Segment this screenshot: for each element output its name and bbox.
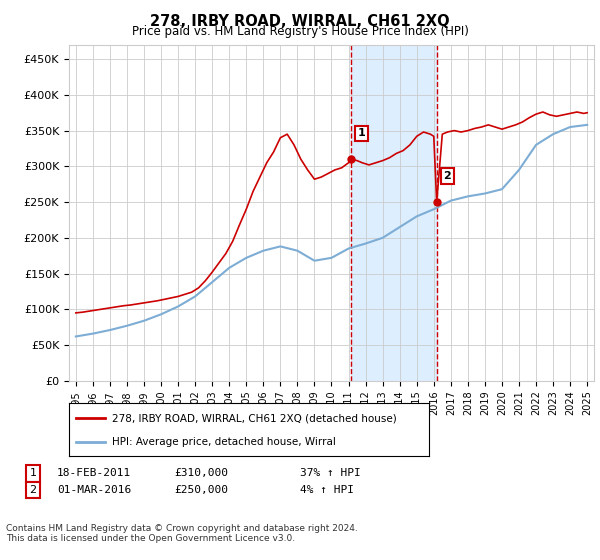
Text: 18-FEB-2011: 18-FEB-2011 [57, 468, 131, 478]
Text: 278, IRBY ROAD, WIRRAL, CH61 2XQ: 278, IRBY ROAD, WIRRAL, CH61 2XQ [150, 14, 450, 29]
Text: HPI: Average price, detached house, Wirral: HPI: Average price, detached house, Wirr… [112, 436, 336, 446]
Text: Contains HM Land Registry data © Crown copyright and database right 2024.
This d: Contains HM Land Registry data © Crown c… [6, 524, 358, 543]
Text: 2: 2 [29, 485, 37, 495]
Bar [350, 45, 437, 381]
Text: 2: 2 [443, 171, 451, 181]
Text: £310,000: £310,000 [174, 468, 228, 478]
Text: 4% ↑ HPI: 4% ↑ HPI [300, 485, 354, 495]
Text: 1: 1 [358, 128, 365, 138]
Text: £250,000: £250,000 [174, 485, 228, 495]
Text: 37% ↑ HPI: 37% ↑ HPI [300, 468, 361, 478]
Text: 1: 1 [29, 468, 37, 478]
Text: Price paid vs. HM Land Registry's House Price Index (HPI): Price paid vs. HM Land Registry's House … [131, 25, 469, 38]
Text: 278, IRBY ROAD, WIRRAL, CH61 2XQ (detached house): 278, IRBY ROAD, WIRRAL, CH61 2XQ (detach… [112, 413, 397, 423]
Text: 01-MAR-2016: 01-MAR-2016 [57, 485, 131, 495]
